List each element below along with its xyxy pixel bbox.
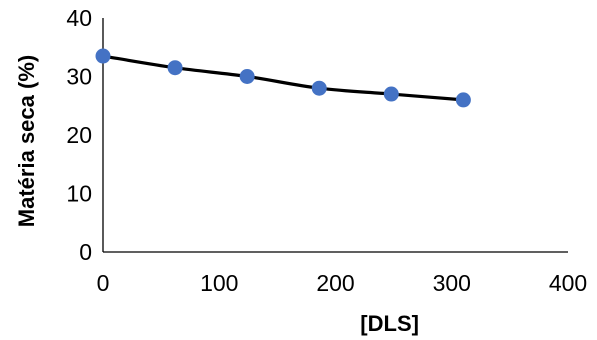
- y-tick-label: 30: [66, 64, 92, 90]
- x-tick-labels: 0 100 200 300 400: [97, 270, 588, 296]
- x-tick-label: 100: [200, 270, 238, 296]
- data-point: [239, 69, 255, 84]
- data-point: [383, 86, 399, 102]
- series-line: [101, 54, 465, 102]
- data-point: [167, 60, 183, 76]
- y-tick-label: 0: [79, 239, 92, 265]
- data-point: [95, 48, 111, 64]
- data-point: [311, 80, 327, 96]
- y-tick-label: 40: [66, 5, 92, 31]
- x-tick-label: 400: [549, 270, 587, 296]
- x-tick-label: 200: [316, 270, 354, 296]
- y-tick-labels: 0 10 20 30 40: [66, 5, 92, 265]
- y-axis-title: Matéria seca (%): [14, 55, 39, 227]
- data-point: [455, 92, 471, 108]
- y-tick-label: 20: [66, 122, 92, 148]
- x-axis-title: [DLS]: [360, 311, 419, 336]
- y-tick-label: 10: [66, 181, 92, 207]
- axes: [102, 18, 568, 253]
- x-tick-label: 300: [433, 270, 471, 296]
- x-tick-label: 0: [97, 270, 110, 296]
- series-group: [95, 48, 471, 108]
